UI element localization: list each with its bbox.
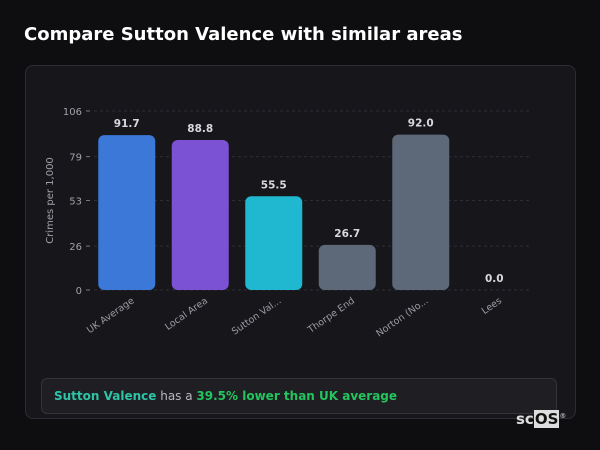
summary-text: has a — [156, 389, 197, 403]
x-tick-label: Local Area — [163, 295, 210, 332]
data-label: 26.7 — [334, 228, 360, 240]
bar — [318, 244, 376, 290]
summary-comparison: 39.5% lower than UK average — [196, 389, 398, 403]
summary-area: Sutton Valence — [54, 389, 157, 403]
y-axis-label: Crimes per 1,000 — [45, 157, 56, 244]
page-title: Compare Sutton Valence with similar area… — [24, 24, 463, 45]
logo: scOS® — [516, 410, 567, 428]
bar — [392, 134, 450, 290]
x-tick-label: Sutton Val... — [230, 295, 284, 337]
x-tick-label: Norton (No... — [374, 295, 430, 339]
data-label: 92.0 — [408, 118, 434, 130]
bar — [171, 140, 229, 290]
x-tick-label: Thorpe End — [305, 295, 357, 336]
summary-box: Sutton Valence has a 39.5% lower than UK… — [41, 378, 557, 414]
y-tick-label: 0 — [76, 286, 82, 297]
data-label: 0.0 — [485, 273, 504, 285]
y-tick-label: 26 — [69, 242, 82, 253]
y-tick-label: 79 — [69, 153, 82, 164]
x-tick-label: UK Average — [85, 295, 137, 336]
bar — [245, 196, 303, 290]
x-tick-label: Lees — [480, 295, 504, 317]
data-label: 91.7 — [114, 118, 140, 130]
data-label: 55.5 — [261, 179, 287, 191]
bar — [98, 135, 156, 290]
data-label: 88.8 — [187, 123, 213, 135]
y-tick-label: 106 — [63, 107, 82, 118]
y-tick-label: 53 — [69, 197, 82, 208]
